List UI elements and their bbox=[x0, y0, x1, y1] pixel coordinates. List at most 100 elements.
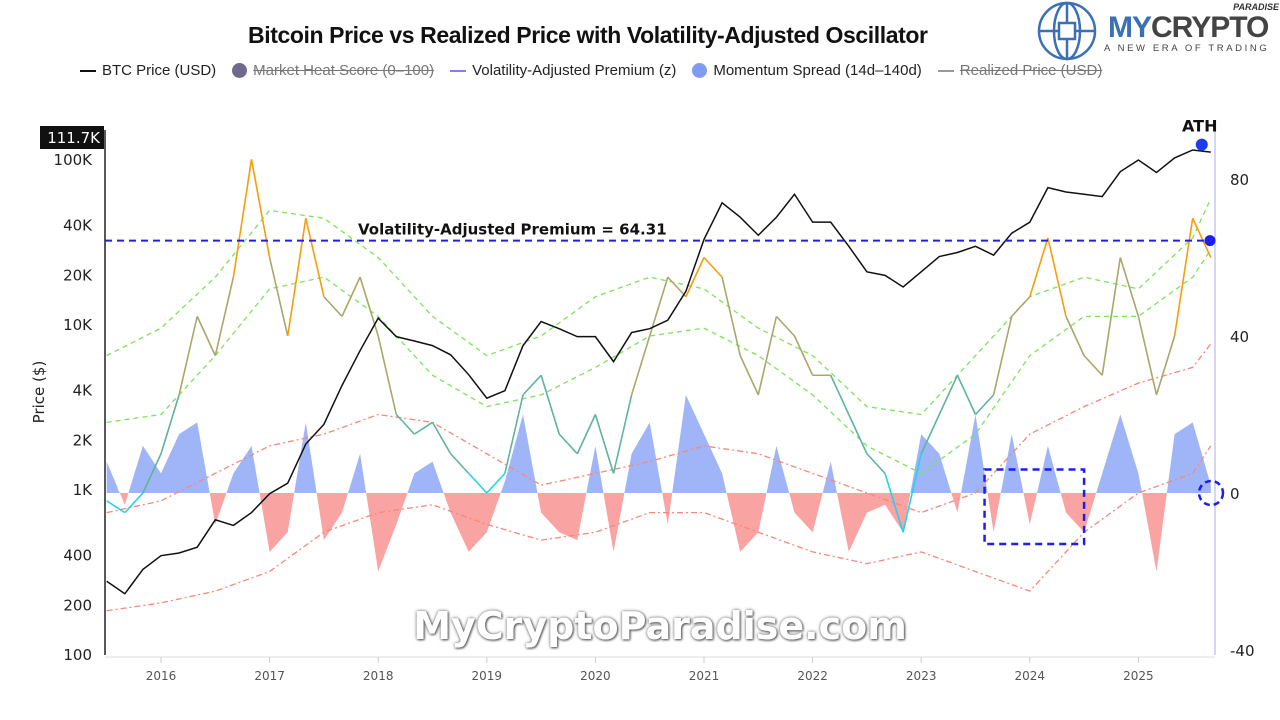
vap-segment bbox=[1119, 257, 1140, 317]
legend-item-btc-price[interactable]: BTC Price (USD) bbox=[80, 62, 216, 79]
x-tick-label: 2025 bbox=[1123, 669, 1154, 683]
x-tick-label: 2023 bbox=[906, 669, 937, 683]
logo-brand-my: MY bbox=[1108, 11, 1152, 44]
vap-segment bbox=[468, 472, 488, 494]
vap-segment bbox=[377, 335, 398, 415]
vap-segment bbox=[1029, 237, 1049, 297]
legend: BTC Price (USD) Market Heat Score (0–100… bbox=[80, 62, 1102, 79]
logo-wordmark: MYCRYPTO bbox=[1108, 11, 1269, 44]
zero-label: 0 bbox=[117, 481, 125, 495]
x-tick-label: 2018 bbox=[363, 669, 394, 683]
vap-segment bbox=[124, 492, 144, 514]
vap-segment bbox=[1101, 257, 1122, 376]
right-tick-label: 0 bbox=[1230, 485, 1240, 503]
vap-segment bbox=[848, 414, 868, 455]
vap-segment bbox=[413, 421, 433, 435]
x-tick-label: 2017 bbox=[254, 669, 285, 683]
vap-segment bbox=[884, 473, 904, 533]
vap-segment bbox=[829, 374, 850, 415]
vap-segment bbox=[1173, 218, 1194, 337]
right-tick-label: 80 bbox=[1230, 171, 1249, 189]
vap-segment bbox=[359, 276, 379, 337]
left-tick-label: 10K bbox=[63, 316, 93, 334]
vap-segment bbox=[558, 433, 578, 455]
highlight-circle bbox=[1197, 479, 1225, 507]
vap-segment bbox=[630, 335, 651, 396]
vap-segment bbox=[106, 500, 126, 514]
vap-segment bbox=[214, 276, 235, 356]
vap-segment bbox=[775, 315, 796, 337]
left-tick-label: 200 bbox=[63, 596, 92, 614]
vap-segment bbox=[938, 374, 959, 415]
left-tick-label: 4K bbox=[73, 382, 94, 400]
left-tick-label: 1K bbox=[73, 481, 94, 499]
btc-price-line bbox=[106, 149, 1211, 595]
x-tick-label: 2019 bbox=[472, 669, 503, 683]
legend-label: BTC Price (USD) bbox=[102, 62, 217, 79]
vap-segment bbox=[540, 375, 560, 435]
legend-swatch bbox=[937, 69, 954, 72]
legend-label: Volatility-Adjusted Premium (z) bbox=[472, 62, 677, 79]
legend-label: Market Heat Score (0–100) bbox=[253, 62, 435, 79]
legend-item-realized-price[interactable]: Realized Price (USD) bbox=[937, 62, 1103, 79]
left-tick-label: 400 bbox=[63, 547, 92, 565]
y-axis-label: Price ($) bbox=[30, 361, 48, 424]
vap-segment bbox=[1083, 355, 1103, 376]
x-tick-label: 2024 bbox=[1015, 669, 1046, 683]
vap-segment bbox=[612, 394, 633, 474]
premium-current-point bbox=[1204, 235, 1216, 247]
logo-brand-crypto: CRYPTO bbox=[1151, 11, 1269, 44]
legend-item-market-heat[interactable]: Market Heat Score (0–100) bbox=[232, 62, 434, 79]
logo-tagline: A NEW ERA OF TRADING bbox=[1104, 43, 1269, 54]
vap-segment bbox=[160, 394, 180, 454]
vap-segment bbox=[703, 256, 723, 278]
legend-swatch bbox=[450, 69, 467, 72]
vap-segment bbox=[450, 453, 470, 474]
vap-segment bbox=[648, 276, 669, 337]
x-tick-label: 2021 bbox=[689, 669, 720, 683]
vap-segment bbox=[1137, 316, 1158, 396]
left-tick-label: 100 bbox=[63, 646, 92, 664]
ath-point bbox=[1195, 138, 1208, 151]
watermark: MyCryptoParadise.com bbox=[413, 604, 907, 648]
vap-segment bbox=[341, 276, 361, 317]
vap-segment bbox=[594, 414, 615, 474]
x-tick-label: 2020 bbox=[580, 669, 611, 683]
legend-label: Momentum Spread (14d–140d) bbox=[713, 62, 922, 79]
vap-segment bbox=[268, 257, 289, 337]
right-tick-label: -40 bbox=[1230, 642, 1255, 660]
globe-chip-icon bbox=[1037, 1, 1097, 61]
mycrypto-logo: MYCRYPTO PARADISE A NEW ERA OF TRADING bbox=[1037, 1, 1280, 61]
legend-label: Realized Price (USD) bbox=[959, 62, 1103, 79]
vap-segment bbox=[866, 453, 886, 474]
vap-segment bbox=[178, 316, 198, 396]
vap-segment bbox=[576, 414, 597, 455]
chart-title: Bitcoin Price vs Realized Price with Vol… bbox=[248, 22, 928, 48]
band-red-lower bbox=[106, 445, 1212, 612]
current-price-tag: 111.7K bbox=[47, 129, 101, 147]
legend-item-volatility-premium[interactable]: Volatility-Adjusted Premium (z) bbox=[450, 62, 676, 79]
left-tick-label: 20K bbox=[63, 266, 93, 284]
vap-segment bbox=[757, 316, 778, 396]
vap-segment bbox=[323, 296, 343, 317]
vap-segment bbox=[992, 316, 1013, 396]
vap-segment bbox=[1065, 316, 1085, 356]
legend-swatch bbox=[232, 63, 248, 78]
vap-segment bbox=[739, 355, 760, 396]
premium-threshold-label: Volatility-Adjusted Premium = 64.31 bbox=[358, 221, 667, 239]
vap-segment bbox=[504, 394, 524, 474]
momentum-positive-area bbox=[106, 394, 1211, 493]
left-tick-label: 2K bbox=[73, 431, 94, 449]
vap-segment bbox=[1191, 217, 1212, 258]
vap-segment bbox=[1047, 237, 1067, 317]
vap-segment bbox=[685, 257, 705, 298]
vap-segment bbox=[431, 421, 452, 455]
price-tag-bg bbox=[40, 126, 104, 149]
highlight-box bbox=[983, 468, 1086, 546]
vap-segment bbox=[286, 218, 307, 337]
left-tick-label: 100K bbox=[54, 151, 94, 169]
vap-segment bbox=[522, 374, 542, 396]
vap-segment bbox=[1155, 335, 1176, 396]
legend-item-momentum-spread[interactable]: Momentum Spread (14d–140d) bbox=[692, 62, 922, 79]
